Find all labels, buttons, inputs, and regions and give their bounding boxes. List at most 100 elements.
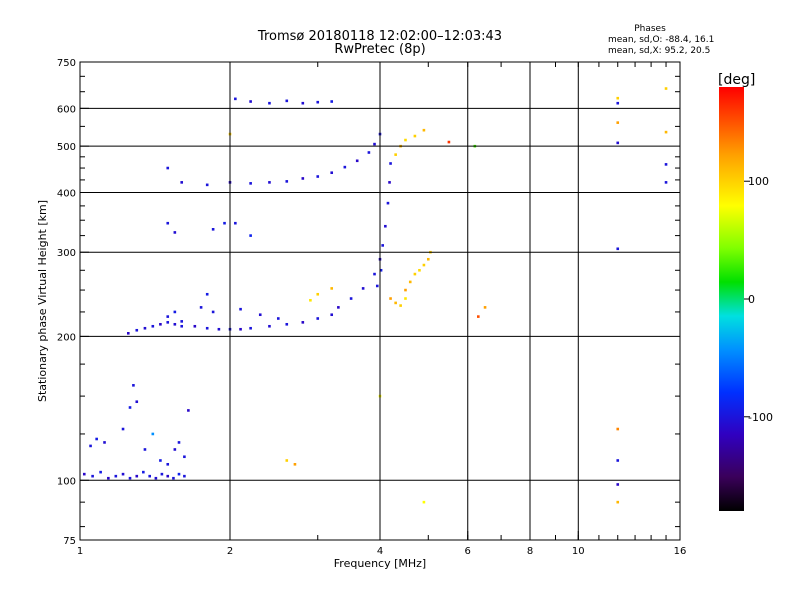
- x-tick-label: 16: [674, 546, 687, 557]
- data-point: [276, 317, 280, 320]
- data-point: [135, 400, 139, 404]
- data-point: [211, 310, 215, 314]
- data-point: [381, 244, 384, 247]
- data-point: [337, 306, 340, 309]
- data-point: [166, 315, 170, 318]
- data-point: [330, 313, 334, 317]
- data-point: [234, 221, 237, 225]
- y-tick-label: 200: [57, 332, 76, 343]
- data-point: [82, 472, 86, 476]
- data-point: [126, 331, 130, 335]
- data-point: [616, 427, 620, 431]
- data-point: [249, 326, 252, 330]
- data-point: [268, 324, 271, 328]
- data-point: [183, 474, 186, 478]
- data-point: [616, 96, 620, 100]
- data-point: [355, 159, 359, 163]
- data-point: [103, 441, 106, 444]
- data-point: [367, 151, 371, 154]
- data-point: [477, 315, 480, 318]
- x-tick-label: 2: [227, 546, 233, 557]
- data-point: [349, 297, 353, 300]
- data-point: [616, 121, 620, 124]
- data-point: [135, 328, 139, 332]
- data-point: [148, 474, 152, 478]
- data-point: [413, 272, 417, 276]
- data-point: [343, 165, 347, 169]
- y-tick-label: 400: [57, 188, 76, 199]
- x-tick-label: 10: [572, 546, 585, 557]
- data-point: [173, 448, 177, 451]
- data-point: [135, 474, 139, 478]
- data-point: [154, 476, 158, 480]
- y-tick-label: 75: [63, 536, 76, 547]
- data-point: [89, 444, 92, 448]
- data-point: [373, 142, 376, 146]
- data-point: [234, 97, 237, 101]
- data-point: [159, 459, 162, 462]
- data-point: [143, 448, 147, 451]
- data-point: [483, 306, 487, 309]
- data-point: [173, 322, 177, 326]
- data-point: [166, 321, 170, 324]
- data-point: [239, 307, 242, 311]
- data-point: [422, 500, 426, 504]
- x-tick-label: 1: [77, 546, 83, 557]
- x-axis-label: Frequency [MHz]: [334, 557, 426, 570]
- data-point: [205, 326, 209, 330]
- chart-title-line1: Tromsø 20180118 12:02:00–12:03:43: [257, 29, 502, 44]
- data-point: [95, 437, 98, 441]
- data-point: [285, 322, 289, 326]
- data-point: [316, 317, 320, 320]
- phase-stats-x: mean, sd,X: 95.2, 20.5: [608, 46, 710, 56]
- data-point: [301, 321, 305, 324]
- data-point: [121, 472, 125, 476]
- data-point: [285, 180, 289, 183]
- y-tick-label: 100: [57, 476, 76, 487]
- data-point: [166, 463, 170, 466]
- data-point: [285, 459, 289, 462]
- data-point: [91, 474, 94, 478]
- data-point: [389, 162, 392, 165]
- data-point: [211, 228, 215, 231]
- data-point: [422, 263, 426, 267]
- x-tick-label: 6: [465, 546, 471, 557]
- colorbar-tick-label: 0: [748, 293, 755, 306]
- data-point: [408, 280, 412, 284]
- colorbar: [719, 87, 744, 511]
- data-point: [309, 298, 312, 302]
- data-point: [193, 324, 197, 328]
- data-point: [616, 483, 620, 486]
- data-point: [384, 224, 387, 228]
- data-point: [404, 297, 407, 300]
- data-point: [413, 134, 417, 138]
- data-point: [388, 181, 391, 184]
- y-tick-label: 300: [57, 248, 76, 259]
- data-point: [249, 100, 252, 103]
- data-point: [373, 272, 376, 276]
- data-point: [183, 455, 186, 459]
- data-point: [239, 327, 242, 331]
- data-point: [426, 257, 430, 261]
- data-point: [316, 175, 320, 178]
- data-point: [205, 292, 209, 296]
- data-point: [180, 320, 184, 323]
- data-point: [217, 327, 221, 331]
- y-axis-label: Stationary phase Virtual Height [km]: [36, 200, 49, 402]
- data-point: [121, 427, 125, 431]
- y-tick-label: 750: [57, 58, 76, 69]
- data-point: [293, 463, 297, 466]
- x-tick-label: 4: [377, 546, 383, 557]
- data-point: [664, 163, 668, 166]
- data-point: [258, 313, 262, 317]
- data-point: [172, 476, 175, 480]
- data-point: [166, 221, 170, 225]
- data-point: [160, 472, 164, 476]
- data-point: [379, 268, 383, 272]
- data-point: [404, 138, 407, 142]
- phase-stats-o: mean, sd,O: -88.4, 16.1: [608, 35, 714, 45]
- data-point: [107, 476, 110, 480]
- data-point: [664, 181, 668, 184]
- data-point: [223, 221, 226, 225]
